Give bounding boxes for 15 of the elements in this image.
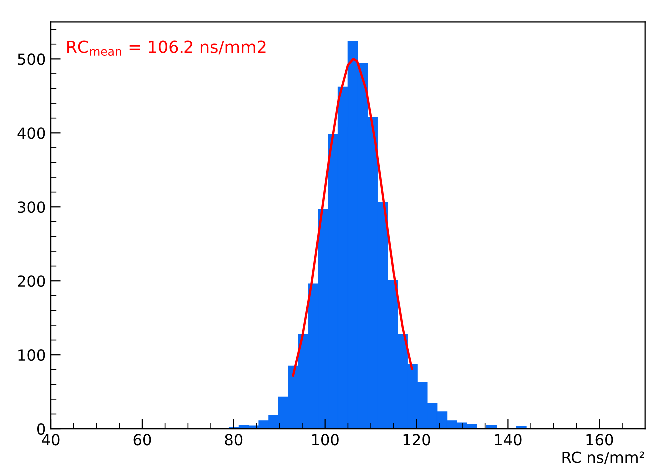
x-tick-label: 120 (404, 434, 430, 446)
y-tick-label: 100 (18, 350, 46, 362)
x-tick-label: 80 (225, 434, 243, 446)
x-axis-title: RC ns/mm² (562, 452, 644, 464)
x-tick-label: 60 (134, 434, 152, 446)
y-tick-label: 400 (18, 128, 46, 140)
x-tick-label: 40 (42, 434, 60, 446)
y-tick-label: 500 (18, 54, 46, 66)
y-tick-label: 200 (18, 276, 46, 288)
x-tick-label: 160 (586, 434, 614, 446)
x-tick-label: 100 (312, 434, 339, 446)
annotation: RC$_{mean}$ = 106.2 ns/mm2 (68, 40, 266, 56)
y-tick-label: 300 (18, 202, 46, 214)
y-tick-label: 0 (37, 424, 46, 436)
x-tick-label: 140 (495, 434, 522, 446)
